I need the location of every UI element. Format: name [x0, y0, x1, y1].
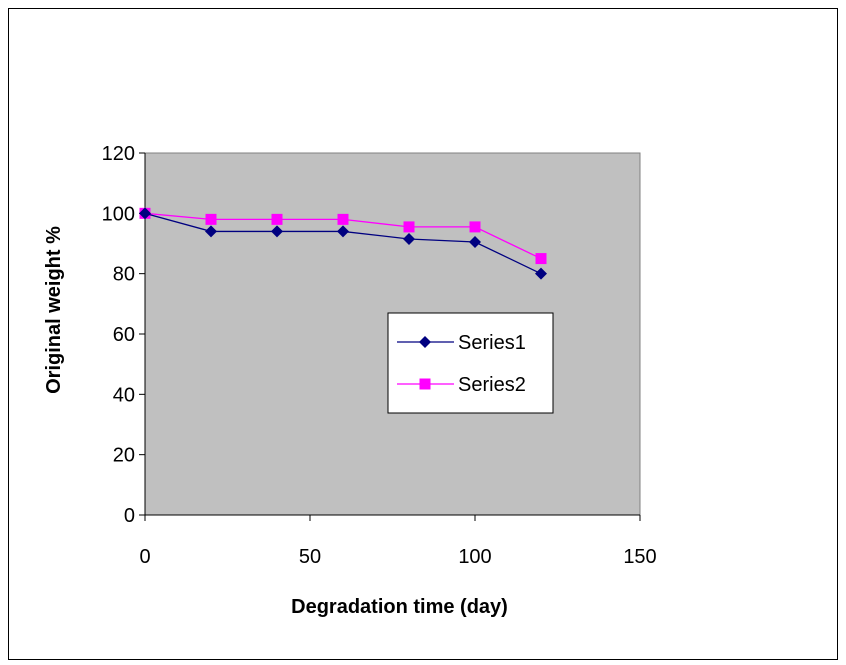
- series-1: [139, 207, 547, 280]
- data-point: [469, 235, 481, 248]
- data-point: [271, 213, 283, 225]
- y-tick-label: 120: [102, 143, 135, 165]
- legend-label: Series1: [458, 332, 526, 354]
- data-point: [469, 221, 481, 233]
- legend-items: Series1 Series2: [397, 332, 526, 396]
- data-point: [535, 253, 547, 265]
- data-point: [337, 213, 349, 225]
- legend-item-1: Series1: [397, 332, 526, 354]
- y-tick-label: 80: [113, 264, 135, 286]
- data-point: [205, 225, 217, 238]
- data-point: [535, 267, 547, 280]
- legend-marker: [419, 378, 431, 390]
- x-tick-label: 0: [139, 546, 150, 568]
- data-point: [271, 225, 283, 238]
- data-point: [337, 225, 349, 238]
- x-tick-label: 100: [458, 546, 491, 568]
- x-tick-label: 150: [623, 546, 656, 568]
- x-axis-title: Degradation time (day): [291, 596, 508, 618]
- y-tick-label: 40: [113, 384, 135, 406]
- y-tick-label: 100: [102, 203, 135, 225]
- x-axis-ticks: 0 50 100 150: [139, 515, 657, 568]
- data-point: [205, 213, 217, 225]
- data-point: [403, 232, 415, 245]
- x-tick-label: 50: [299, 546, 321, 568]
- legend-marker: [419, 336, 431, 348]
- data-point: [139, 207, 151, 220]
- data-point: [403, 221, 415, 233]
- y-axis-ticks: 0 20 40 60 80 100 120: [102, 143, 145, 527]
- legend-item-2: Series2: [397, 374, 526, 396]
- y-tick-label: 0: [124, 505, 135, 527]
- y-tick-label: 60: [113, 324, 135, 346]
- series-layer: [139, 207, 547, 280]
- y-tick-label: 20: [113, 445, 135, 467]
- y-axis-title: Original weight %: [43, 226, 65, 394]
- legend: Series1 Series2: [387, 312, 554, 414]
- legend-box: [387, 312, 554, 414]
- legend-label: Series2: [458, 374, 526, 396]
